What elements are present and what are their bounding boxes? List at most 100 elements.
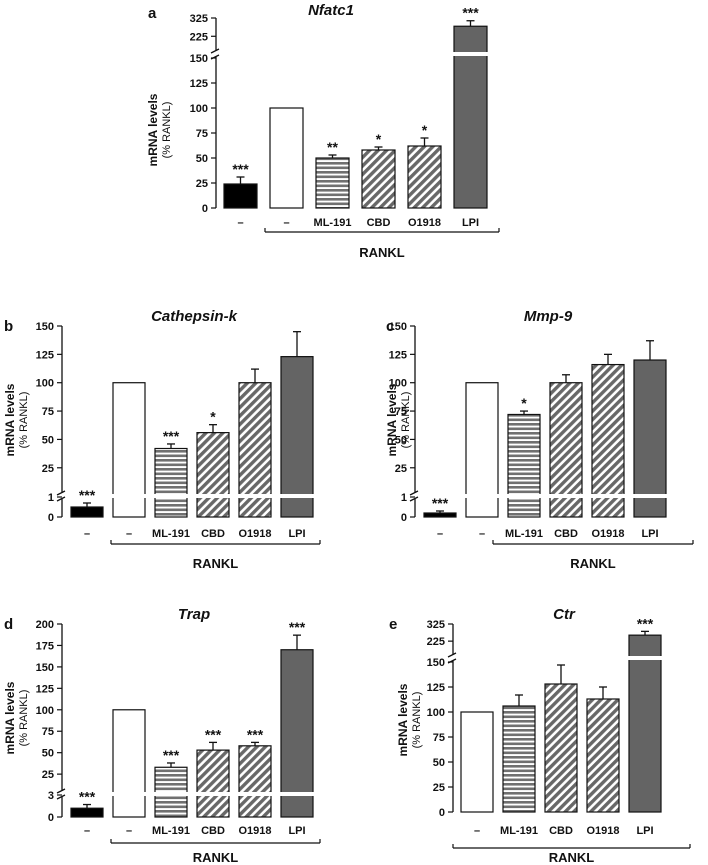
group-label: RANKL xyxy=(549,850,595,865)
panel-letter: c xyxy=(386,318,394,335)
significance-label: *** xyxy=(462,5,479,21)
bar-break-band xyxy=(196,792,230,796)
bar-d-0 xyxy=(70,807,104,818)
x-tick-label: O1918 xyxy=(408,217,441,229)
x-tick-label: ML-191 xyxy=(314,217,352,229)
bar-break-band xyxy=(453,52,488,56)
x-tick-label: LPI xyxy=(462,217,479,229)
axis-break-mark xyxy=(447,652,457,658)
panel-letter: b xyxy=(4,318,13,335)
significance-label: *** xyxy=(247,726,264,742)
y-tick-label: 1 xyxy=(401,492,407,504)
group-label: RANKL xyxy=(193,556,239,571)
x-tick-label: O1918 xyxy=(591,528,624,540)
group-label: RANKL xyxy=(359,245,405,260)
y-tick-label: 0 xyxy=(48,512,54,524)
x-tick-label: – xyxy=(84,825,90,837)
significance-label: *** xyxy=(79,789,96,805)
axis-break-mark xyxy=(56,788,66,794)
bar-break-band xyxy=(238,792,272,796)
y-tick-label: 1 xyxy=(48,492,54,504)
panel-a: a Nfatc1 mRNA levels (% RANKL) 0 25 50 75 100 125… xyxy=(146,2,500,260)
x-tick-label: – xyxy=(479,528,485,540)
significance-label: * xyxy=(376,131,382,147)
significance-label: ** xyxy=(327,139,338,155)
y-tick-label: 50 xyxy=(196,153,208,165)
bar-break-band xyxy=(154,792,188,796)
y-axis-sublabel: (% RANKL) xyxy=(411,692,423,749)
x-tick-label: – xyxy=(126,528,132,540)
panel-d: d Trap mRNA levels (% RANKL) 0 3 25 50 75 100 125 1… xyxy=(3,606,321,865)
panel-letter: e xyxy=(389,616,397,633)
bar-break-band xyxy=(280,494,314,498)
y-axis-label: mRNA levels xyxy=(385,383,399,456)
bar-a-5 xyxy=(453,25,488,209)
x-tick-label: ML-191 xyxy=(152,528,190,540)
chart-title: Nfatc1 xyxy=(308,2,354,19)
bar-a-2 xyxy=(315,157,350,209)
y-tick-label: 325 xyxy=(427,619,445,631)
x-tick-label: – xyxy=(126,825,132,837)
y-tick-label: 125 xyxy=(36,683,54,695)
significance-label: * xyxy=(422,122,428,138)
y-tick-label: 0 xyxy=(202,203,208,215)
bar-c-2 xyxy=(507,413,541,518)
x-tick-label: – xyxy=(237,217,243,229)
bar-break-band xyxy=(112,792,146,796)
chart-title: Cathepsin-k xyxy=(151,308,238,325)
y-tick-label: 150 xyxy=(36,662,54,674)
panel-letter: a xyxy=(148,5,157,22)
y-axis-label: mRNA levels xyxy=(396,683,410,756)
axis-break-mark xyxy=(210,48,220,54)
x-tick-label: ML-191 xyxy=(505,528,543,540)
y-tick-label: 75 xyxy=(433,732,445,744)
y-tick-label: 50 xyxy=(395,434,407,446)
x-tick-label: O1918 xyxy=(238,825,271,837)
bar-break-band xyxy=(628,656,662,660)
axis-break-mark xyxy=(56,794,66,800)
bar-a-1 xyxy=(269,107,304,209)
y-axis-label: mRNA levels xyxy=(3,383,17,456)
bar-e-1 xyxy=(502,705,536,813)
bar-e-4 xyxy=(628,634,662,813)
y-tick-label: 75 xyxy=(42,406,54,418)
y-axis-sublabel: (% RANKL) xyxy=(18,690,30,747)
significance-label: * xyxy=(210,409,216,425)
x-tick-label: – xyxy=(437,528,443,540)
y-tick-label: 225 xyxy=(427,636,445,648)
x-tick-label: LPI xyxy=(636,825,653,837)
significance-label: *** xyxy=(163,747,180,763)
y-tick-label: 75 xyxy=(196,128,208,140)
significance-label: *** xyxy=(232,161,249,177)
x-tick-label: CBD xyxy=(367,217,391,229)
x-tick-label: ML-191 xyxy=(152,825,190,837)
y-tick-label: 0 xyxy=(401,512,407,524)
axis-break-mark xyxy=(409,496,419,502)
y-tick-label: 25 xyxy=(42,769,54,781)
bar-break-band xyxy=(591,494,625,498)
y-tick-label: 50 xyxy=(42,748,54,760)
bar-break-band xyxy=(238,494,272,498)
x-tick-label: LPI xyxy=(288,528,305,540)
significance-label: * xyxy=(521,395,527,411)
bar-d-3 xyxy=(196,749,230,818)
y-tick-label: 100 xyxy=(190,103,208,115)
axis-break-mark xyxy=(56,490,66,496)
y-tick-label: 75 xyxy=(395,406,407,418)
y-tick-label: 25 xyxy=(196,178,208,190)
bar-break-band xyxy=(154,494,188,498)
y-tick-label: 150 xyxy=(389,321,407,333)
y-tick-label: 25 xyxy=(42,463,54,475)
y-tick-label: 125 xyxy=(389,349,407,361)
x-tick-label: – xyxy=(474,825,480,837)
bar-b-3 xyxy=(196,432,230,518)
group-label: RANKL xyxy=(570,556,616,571)
x-tick-label: – xyxy=(283,217,289,229)
y-tick-label: 225 xyxy=(190,31,208,43)
bar-b-5 xyxy=(280,356,314,518)
axis-break-mark xyxy=(409,490,419,496)
y-tick-label: 0 xyxy=(439,807,445,819)
significance-label: *** xyxy=(289,619,306,635)
y-tick-label: 25 xyxy=(395,463,407,475)
bar-break-band xyxy=(196,494,230,498)
